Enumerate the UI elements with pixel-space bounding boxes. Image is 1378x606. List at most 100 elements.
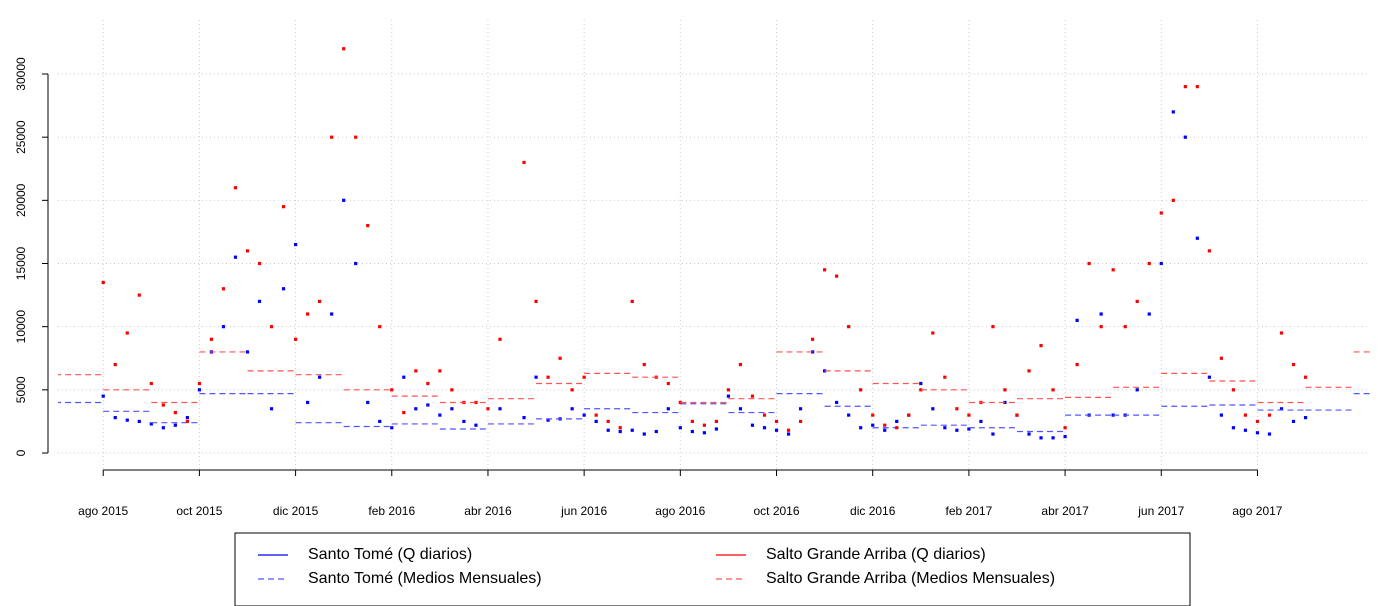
legend-label: Salto Grande Arriba (Q diarios) bbox=[766, 546, 986, 563]
point bbox=[1015, 413, 1019, 417]
point bbox=[197, 388, 201, 392]
x-tick-label: abr 2017 bbox=[1041, 504, 1089, 518]
point bbox=[1003, 400, 1007, 405]
point bbox=[149, 381, 153, 386]
point bbox=[1219, 356, 1223, 360]
point bbox=[474, 423, 478, 427]
point bbox=[1243, 413, 1248, 417]
point bbox=[1291, 419, 1296, 424]
point bbox=[161, 426, 165, 430]
point bbox=[630, 299, 634, 304]
point bbox=[1171, 198, 1175, 202]
point bbox=[534, 375, 538, 379]
point bbox=[1039, 344, 1043, 348]
point bbox=[883, 423, 887, 427]
point bbox=[426, 403, 430, 407]
point bbox=[414, 369, 418, 373]
point bbox=[1147, 312, 1151, 316]
point bbox=[606, 419, 610, 424]
point bbox=[943, 375, 947, 379]
point bbox=[871, 423, 875, 427]
point bbox=[594, 419, 598, 424]
point bbox=[426, 381, 430, 386]
point bbox=[931, 407, 935, 411]
point bbox=[161, 403, 165, 407]
point bbox=[402, 410, 406, 415]
point bbox=[606, 428, 610, 432]
point bbox=[810, 337, 815, 341]
point bbox=[967, 427, 971, 431]
point bbox=[281, 287, 286, 291]
point bbox=[498, 337, 502, 341]
point bbox=[582, 413, 586, 417]
y-tick-label: 10000 bbox=[14, 310, 28, 344]
point bbox=[366, 224, 370, 228]
point bbox=[558, 356, 562, 360]
point bbox=[714, 419, 719, 424]
point bbox=[907, 413, 911, 417]
x-tick-label: dic 2016 bbox=[850, 504, 896, 518]
point bbox=[245, 350, 250, 354]
point bbox=[823, 268, 827, 272]
point bbox=[1135, 299, 1139, 304]
point bbox=[979, 419, 983, 424]
point bbox=[750, 394, 755, 398]
point bbox=[1051, 436, 1055, 440]
point bbox=[1135, 388, 1139, 392]
point bbox=[738, 407, 743, 411]
point bbox=[438, 413, 442, 417]
point bbox=[450, 388, 454, 392]
point bbox=[1267, 413, 1272, 417]
point bbox=[1147, 261, 1151, 266]
point bbox=[221, 287, 226, 291]
point bbox=[931, 331, 935, 335]
point bbox=[173, 423, 177, 427]
point bbox=[546, 418, 550, 422]
point bbox=[1171, 110, 1175, 114]
point bbox=[137, 419, 141, 424]
point bbox=[1195, 236, 1199, 240]
point bbox=[919, 388, 923, 392]
x-tick-label: jun 2016 bbox=[560, 504, 607, 518]
point bbox=[462, 419, 466, 424]
point bbox=[1111, 268, 1115, 272]
point bbox=[726, 388, 731, 392]
x-tick-label: feb 2017 bbox=[946, 504, 993, 518]
point bbox=[378, 419, 382, 424]
point bbox=[125, 331, 129, 335]
y-tick-label: 0 bbox=[14, 449, 28, 456]
point bbox=[847, 413, 851, 417]
legend-label: Santo Tomé (Medios Mensuales) bbox=[308, 570, 542, 587]
x-tick-label: ago 2016 bbox=[655, 504, 705, 518]
point bbox=[173, 410, 177, 415]
point bbox=[654, 429, 658, 434]
point bbox=[1063, 426, 1067, 430]
point bbox=[835, 400, 839, 405]
point bbox=[774, 428, 779, 432]
point bbox=[630, 428, 634, 432]
point bbox=[762, 426, 767, 430]
point bbox=[810, 350, 815, 354]
point bbox=[390, 388, 394, 392]
point bbox=[125, 418, 129, 422]
point bbox=[1027, 432, 1031, 436]
point bbox=[1219, 413, 1223, 417]
point bbox=[474, 400, 478, 405]
point bbox=[1159, 211, 1163, 215]
legend-box bbox=[234, 532, 1191, 606]
point bbox=[883, 428, 887, 432]
y-tick-label: 15000 bbox=[14, 246, 28, 280]
point bbox=[185, 416, 189, 420]
point bbox=[149, 422, 153, 426]
x-tick-label: jun 2017 bbox=[1137, 504, 1184, 518]
point bbox=[1123, 325, 1127, 329]
point bbox=[847, 325, 851, 329]
point bbox=[666, 407, 670, 411]
point bbox=[402, 375, 406, 379]
point bbox=[678, 426, 682, 430]
point bbox=[1291, 362, 1296, 367]
point bbox=[378, 325, 382, 329]
point bbox=[1027, 369, 1031, 373]
point bbox=[269, 407, 274, 411]
legend-label: Salto Grande Arriba (Medios Mensuales) bbox=[766, 570, 1055, 587]
